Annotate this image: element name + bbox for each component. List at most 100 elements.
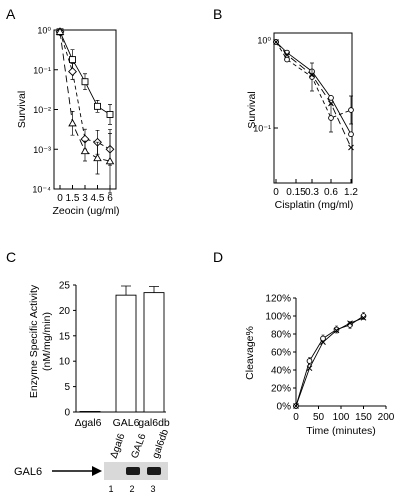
gel-band-lane-2 [126,467,140,475]
panel-d-x-tick-label: 150 [355,412,372,423]
panel-b-x-tick-label: 1.2 [344,187,358,198]
panel-d-data-point [347,320,353,327]
panel-b-data-point [273,39,279,45]
panel-b-data-point [284,56,290,63]
panel-c-category-label: GAL6 [113,417,140,429]
gel-lane-number: 3 [150,484,155,494]
panel-d-y-tick-label: 120% [265,294,291,305]
panel-b-x-tick-label: 0.6 [324,187,338,198]
panel-c-y-tick-label: 15 [59,331,71,342]
panel-d-data-point [320,339,326,345]
panel-d-x-tick-label: 200 [378,412,395,423]
panel-d-y-tick-label: 80% [271,330,291,341]
panel-b-x-tick-label: 0.3 [305,187,319,198]
panel-d-y-axis-label: Cleavage% [244,326,256,380]
panel-d-series-1 [293,312,367,409]
panel-c-y-tick-label: 0 [64,408,70,419]
panel-b-data-point [348,144,354,151]
panel-c-y-tick-label: 10 [59,357,71,368]
panel-d-data-point [293,403,299,409]
panel-a-data-point [94,102,101,110]
panel-d-data-point [306,358,313,364]
panel-a-series-line [59,31,111,115]
gel-lane-label: gal6db [150,428,171,460]
panel-a-y-tick-label: 10⁻⁴ [32,185,51,195]
panel-d-y-tick-label: 40% [271,366,291,377]
panel-d-y-tick-label: 0% [277,402,292,413]
panel-c-y-tick-label: 20 [59,306,71,317]
panel-b-data-point [284,51,290,58]
panel-a-data-point [68,118,77,127]
panel-d-y-tick-label: 20% [271,384,291,395]
panel-a-data-point [93,153,102,162]
panel-a-data-point [106,111,114,118]
gel-band-lane-3 [147,467,161,475]
panel-c-y-tick-label: 5 [64,382,70,393]
panel-a-y-tick-label: 10⁻¹ [33,65,51,75]
panel-a-series-1 [56,28,114,125]
panel-d-x-tick-label: 0 [293,412,299,423]
gel-arrow-head [92,466,102,476]
panel-b-x-tick-label: 0 [273,187,279,198]
panel-b-data-point [309,72,315,78]
panel-a-y-tick-label: 10⁻³ [33,145,51,155]
panel-a-series-line [59,31,111,150]
panel-b-x-axis-label: Cisplatin (mg/ml) [275,199,354,211]
panel-c-bar [79,411,101,413]
panel-a-data-point [80,146,90,155]
panel-b-series-1 [273,39,354,138]
panel-b-data-point [328,115,334,121]
panel-d-y-tick-label: 100% [265,312,291,323]
panel-c-y-axis-label-line1: Enzyme Specific Activity [28,284,40,398]
panel-a-data-point [68,67,77,77]
panel-label-d: D [213,249,223,265]
panel-c-category-label: Δgal6 [75,417,102,429]
panel-b-y-tick-label: 10⁰ [257,36,271,46]
panel-b-y-axis-label: Survival [246,91,258,128]
panel-b-data-point [328,100,334,107]
panel-d-x-axis-label: Time (minutes) [306,425,376,437]
panel-c-error-bar [121,285,131,296]
panel-b-series-3 [273,39,354,151]
panel-a-data-point [55,27,65,35]
panel-b-series-line [275,41,352,135]
panel-c-error-bar [149,286,159,293]
panel-b-x-tick-label: 0.15 [286,187,306,198]
panel-a-series-3 [55,27,115,194]
panel-d-series-2 [293,314,367,409]
panel-a-data-point [69,56,76,64]
panel-label-b: B [213,6,222,22]
panel-a-data-point [105,156,115,165]
gel-lane-number: 1 [108,484,113,494]
panel-c-y-axis-label-line2: (nM/mg/min) [41,312,53,371]
panel-a-data-point [81,78,89,86]
panel-d-data-point [306,365,313,372]
panel-a-x-tick-label: 0 [57,193,63,204]
panel-a-x-axis-label: Zeocin (ug/ml) [52,205,119,217]
panel-b-data-point [328,95,334,101]
panel-c-category-label: gal6db [138,417,170,429]
gel-lane-number: 2 [129,484,134,494]
panel-label-c: C [6,249,16,265]
gel-lane-label: GAL6 [129,432,148,460]
panel-a-y-axis-label: Survival [16,91,28,128]
panel-d-x-tick-label: 50 [313,412,325,423]
panel-a-x-tick-label: 3 [82,193,88,204]
gel-protein-label: GAL6 [14,466,42,478]
panel-c-bar [143,292,165,413]
panel-a-y-tick-label: 10⁻² [33,105,51,115]
panel-d-y-tick-label: 60% [271,348,291,359]
panel-a-y-tick-label: 10⁰ [37,26,51,36]
panel-b-y-tick-label: 10⁻¹ [253,124,271,134]
panel-a-x-tick-label: 6 [107,193,113,204]
panel-d-x-tick-label: 100 [333,412,350,423]
panel-d-series-line [295,315,364,407]
panel-d-data-point [360,314,367,321]
panel-c-y-tick-label: 25 [59,281,71,292]
